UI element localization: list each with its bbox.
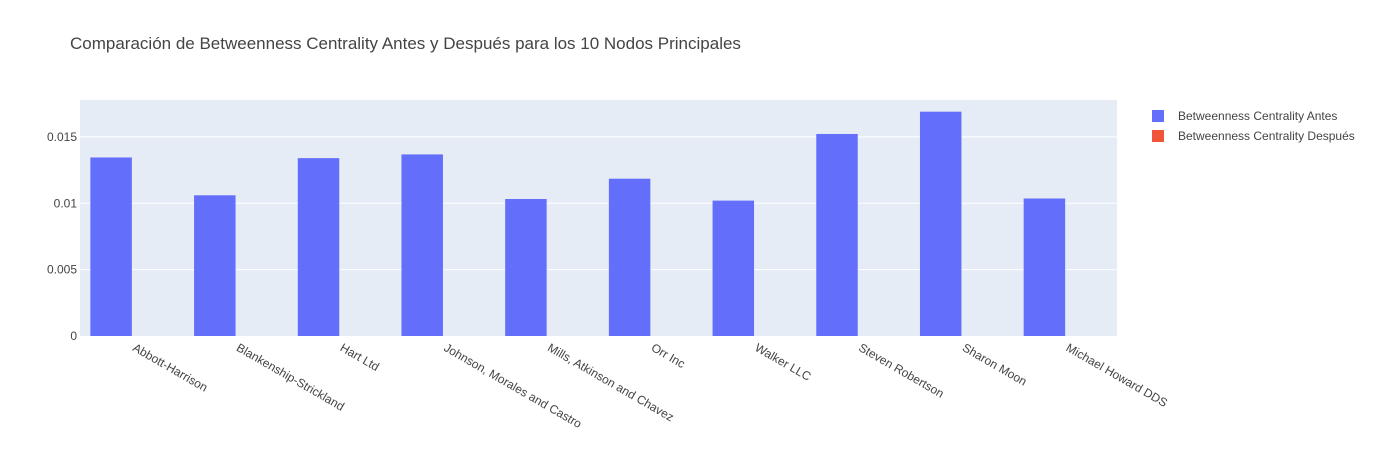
bars (90, 111, 1066, 336)
x-tick-label: Orr Inc (649, 340, 688, 370)
y-tick-labels: 0 0.005 0.01 0.015 (47, 130, 77, 343)
y-tick-label: 0.005 (47, 263, 77, 277)
bar-antes[interactable] (194, 195, 236, 336)
y-tick-label: 0.015 (47, 130, 77, 144)
x-tick-label: Abbott-Harrison (130, 340, 210, 394)
y-tick-label: 0 (70, 329, 77, 343)
bar-antes[interactable] (712, 200, 755, 336)
x-tick-label: Steven Robertson (856, 340, 946, 400)
x-tick-label: Walker LLC (753, 340, 814, 383)
bar-antes[interactable] (1023, 198, 1066, 336)
bar-antes[interactable] (505, 199, 547, 336)
x-tick-label: Michael Howard DDS (1064, 340, 1170, 409)
bar-antes[interactable] (401, 154, 443, 336)
bar-antes[interactable] (608, 178, 651, 336)
bar-antes[interactable] (90, 157, 132, 336)
bar-antes[interactable] (816, 133, 858, 336)
legend-item-antes[interactable]: Betweenness Centrality Antes (1152, 106, 1355, 126)
legend-label-antes: Betweenness Centrality Antes (1178, 109, 1338, 123)
y-tick-label: 0.01 (54, 196, 78, 210)
legend[interactable]: Betweenness Centrality Antes Betweenness… (1152, 106, 1355, 146)
chart-title: Comparación de Betweenness Centrality An… (70, 34, 741, 53)
bar-antes[interactable] (297, 158, 340, 336)
x-tick-labels: Abbott-Harrison Blankenship-StricklandHar… (130, 340, 1170, 431)
legend-swatch-antes (1152, 110, 1164, 122)
x-tick-label: Blankenship-Strickland (234, 340, 347, 413)
legend-item-despues[interactable]: Betweenness Centrality Después (1152, 126, 1355, 146)
x-tick-label: Sharon Moon (960, 340, 1029, 388)
legend-swatch-despues (1152, 130, 1164, 142)
x-tick-label: Hart Ltd (338, 340, 382, 373)
bar-antes[interactable] (919, 111, 962, 336)
legend-label-despues: Betweenness Centrality Después (1178, 129, 1355, 143)
